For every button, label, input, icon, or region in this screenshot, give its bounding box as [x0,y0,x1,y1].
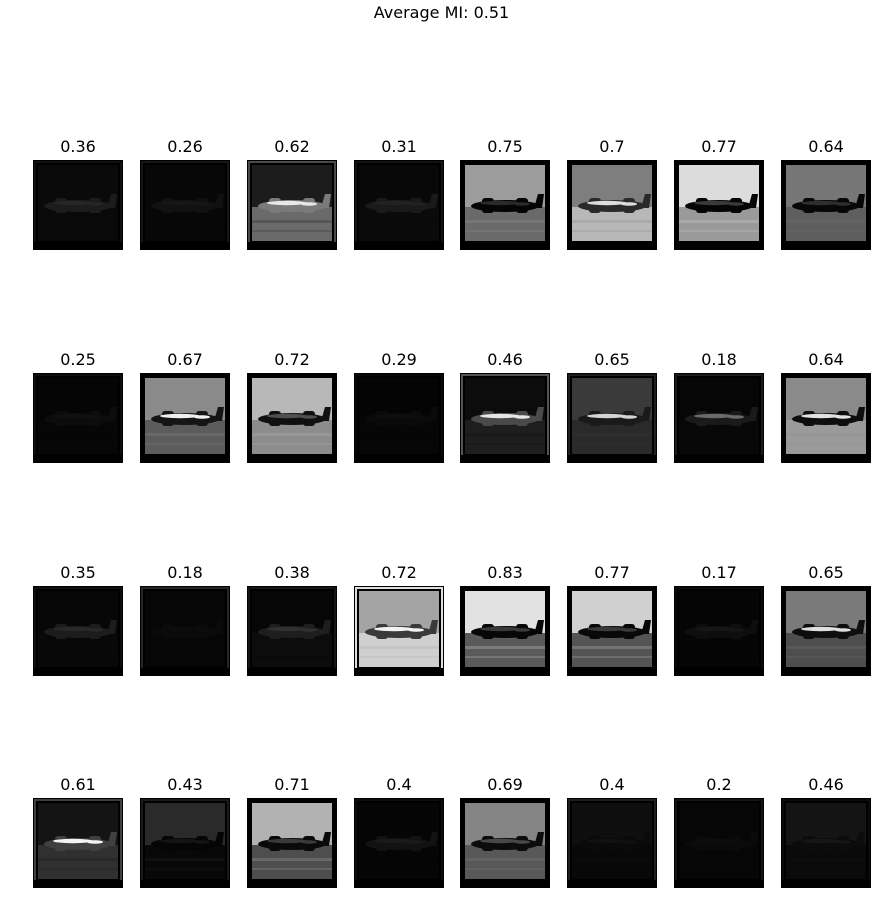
feature-map-cell: 0.31 [354,137,444,252]
feature-map-image [460,373,550,463]
feature-map-cell: 0.36 [33,137,123,252]
mi-score-label: 0.18 [701,350,737,369]
feature-map-cell: 0.69 [460,775,550,890]
mi-score-label: 0.71 [274,775,310,794]
mi-score-label: 0.77 [701,137,737,156]
feature-map-image [247,586,337,676]
mi-score-label: 0.35 [60,563,96,582]
feature-map-cell: 0.4 [567,775,657,890]
mi-score-label: 0.83 [487,563,523,582]
figure-title: Average MI: 0.51 [373,3,510,22]
mi-score-label: 0.72 [274,350,310,369]
mi-score-label: 0.75 [487,137,523,156]
mi-score-label: 0.65 [594,350,630,369]
feature-map-cell: 0.83 [460,563,550,678]
mi-score-label: 0.64 [808,350,844,369]
feature-map-image [460,586,550,676]
feature-map-cell: 0.71 [247,775,337,890]
feature-map-image [781,160,871,250]
feature-map-image [781,586,871,676]
mi-score-label: 0.26 [167,137,203,156]
feature-map-cell: 0.17 [674,563,764,678]
feature-map-image [33,373,123,463]
feature-map-image [781,373,871,463]
feature-map-image [354,586,444,676]
feature-map-image [140,798,230,888]
mi-score-label: 0.62 [274,137,310,156]
feature-map-image [567,160,657,250]
feature-map-cell: 0.64 [781,137,871,252]
feature-map-image [354,798,444,888]
feature-map-image [247,798,337,888]
feature-map-cell: 0.18 [674,350,764,465]
feature-map-cell: 0.29 [354,350,444,465]
mi-score-label: 0.31 [381,137,417,156]
feature-map-cell: 0.72 [354,563,444,678]
feature-map-image [247,373,337,463]
feature-map-image [567,586,657,676]
feature-map-image [33,798,123,888]
feature-map-cell: 0.77 [567,563,657,678]
feature-map-image [674,373,764,463]
feature-map-cell: 0.75 [460,137,550,252]
feature-map-cell: 0.64 [781,350,871,465]
mi-score-label: 0.46 [808,775,844,794]
feature-map-cell: 0.62 [247,137,337,252]
feature-map-cell: 0.4 [354,775,444,890]
feature-map-image [354,160,444,250]
mi-score-label: 0.77 [594,563,630,582]
mi-score-label: 0.7 [599,137,625,156]
feature-map-image [33,586,123,676]
mi-score-label: 0.4 [599,775,625,794]
mi-score-label: 0.46 [487,350,523,369]
feature-map-cell: 0.65 [781,563,871,678]
mi-score-label: 0.4 [386,775,412,794]
feature-map-image [674,798,764,888]
feature-map-cell: 0.67 [140,350,230,465]
mi-score-label: 0.72 [381,563,417,582]
feature-map-cell: 0.25 [33,350,123,465]
feature-map-image [674,160,764,250]
feature-map-image [140,586,230,676]
feature-map-cell: 0.7 [567,137,657,252]
mi-score-label: 0.25 [60,350,96,369]
feature-map-cell: 0.72 [247,350,337,465]
mi-score-label: 0.29 [381,350,417,369]
feature-map-cell: 0.43 [140,775,230,890]
feature-map-image [567,373,657,463]
feature-map-cell: 0.35 [33,563,123,678]
feature-map-image [247,160,337,250]
feature-map-cell: 0.38 [247,563,337,678]
feature-map-image [354,373,444,463]
feature-map-cell: 0.61 [33,775,123,890]
mi-score-label: 0.17 [701,563,737,582]
mi-score-label: 0.69 [487,775,523,794]
feature-map-image [140,373,230,463]
mi-score-label: 0.43 [167,775,203,794]
feature-map-cell: 0.46 [460,350,550,465]
mi-score-label: 0.2 [706,775,732,794]
mi-score-label: 0.18 [167,563,203,582]
mi-score-label: 0.64 [808,137,844,156]
feature-map-cell: 0.2 [674,775,764,890]
mi-score-label: 0.67 [167,350,203,369]
feature-map-image [460,798,550,888]
feature-map-image [140,160,230,250]
feature-map-image [781,798,871,888]
feature-map-cell: 0.18 [140,563,230,678]
mi-score-label: 0.61 [60,775,96,794]
mi-score-label: 0.38 [274,563,310,582]
feature-map-cell: 0.46 [781,775,871,890]
feature-map-image [460,160,550,250]
feature-map-image [674,586,764,676]
feature-map-cell: 0.65 [567,350,657,465]
feature-map-image [567,798,657,888]
mi-score-label: 0.65 [808,563,844,582]
feature-map-cell: 0.26 [140,137,230,252]
mi-score-label: 0.36 [60,137,96,156]
feature-map-cell: 0.77 [674,137,764,252]
feature-map-image [33,160,123,250]
